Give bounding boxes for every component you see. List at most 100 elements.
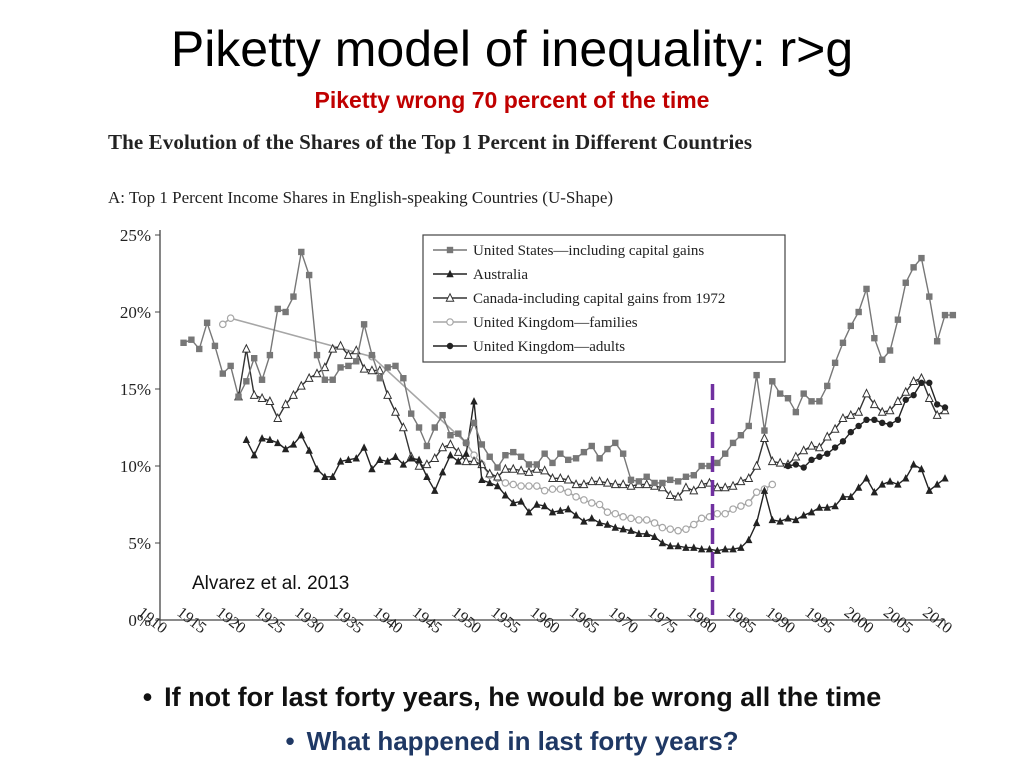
data-point: [305, 446, 313, 454]
data-point: [932, 409, 942, 419]
data-point: [352, 454, 360, 462]
data-point: [830, 423, 840, 433]
data-point: [360, 443, 368, 451]
data-point: [752, 518, 761, 527]
data-point: [674, 526, 682, 535]
data-point: [603, 520, 612, 528]
data-point: [846, 409, 856, 419]
data-point: [384, 364, 391, 371]
data-point: [532, 482, 541, 490]
data-point: [612, 439, 619, 447]
data-point: [635, 529, 643, 537]
chart-title: The Evolution of the Shares of the Top 1…: [108, 130, 753, 154]
data-point: [602, 477, 612, 487]
data-point: [430, 452, 440, 462]
data-point: [563, 474, 573, 484]
data-point: [619, 513, 627, 521]
data-point: [353, 358, 360, 365]
data-point: [673, 491, 683, 501]
data-point: [454, 457, 462, 465]
data-point: [219, 370, 226, 377]
data-point: [320, 362, 330, 372]
data-point: [249, 389, 259, 399]
data-point: [337, 364, 344, 371]
data-point: [313, 351, 321, 359]
legend-marker: [445, 292, 455, 302]
legend-marker: [446, 342, 454, 350]
data-point: [525, 508, 533, 516]
data-point: [722, 450, 729, 457]
data-point: [909, 375, 919, 385]
data-point: [517, 482, 525, 490]
data-point: [729, 505, 737, 513]
data-point: [312, 368, 322, 378]
data-point: [933, 338, 941, 345]
data-point: [855, 308, 862, 316]
data-point: [321, 376, 329, 383]
data-point: [241, 343, 251, 353]
data-point: [281, 399, 291, 409]
data-point: [462, 449, 470, 457]
data-point: [744, 473, 754, 483]
data-point: [949, 311, 957, 319]
data-point: [941, 404, 949, 411]
data-point: [555, 473, 565, 483]
data-point: [431, 486, 439, 494]
data-point: [894, 416, 902, 423]
data-point: [493, 481, 502, 490]
data-point: [321, 472, 329, 480]
data-point: [643, 473, 650, 480]
x-tick-label: 1910: [134, 604, 170, 637]
data-point: [886, 347, 894, 354]
data-point: [838, 412, 848, 422]
data-point: [525, 461, 533, 468]
data-point: [643, 529, 651, 537]
data-point: [658, 523, 667, 532]
data-point: [564, 488, 573, 496]
data-point: [682, 473, 690, 480]
data-point: [768, 515, 776, 524]
data-point: [902, 396, 909, 403]
data-point: [508, 463, 518, 473]
data-point: [211, 342, 219, 350]
data-point: [871, 416, 878, 423]
data-point: [439, 411, 446, 419]
data-point: [681, 482, 691, 492]
data-point: [745, 422, 752, 430]
data-point: [329, 472, 337, 480]
data-point: [941, 311, 949, 319]
data-point: [423, 472, 431, 480]
data-point: [878, 480, 886, 488]
data-point: [407, 454, 415, 462]
data-point: [469, 456, 479, 466]
data-point: [540, 486, 549, 495]
data-point: [831, 359, 839, 367]
x-tick-label: 1930: [291, 604, 327, 637]
data-point: [282, 308, 289, 316]
data-point: [438, 467, 447, 476]
data-point: [336, 340, 346, 350]
data-point: [250, 451, 258, 459]
data-point: [596, 455, 603, 462]
data-point: [478, 441, 486, 448]
data-point: [447, 432, 454, 439]
data-point: [863, 416, 870, 423]
data-point: [894, 316, 902, 323]
y-tick-label: 5%: [128, 534, 151, 553]
data-point: [650, 532, 659, 541]
data-point: [918, 379, 925, 387]
y-tick-label: 25%: [120, 226, 151, 245]
data-point: [924, 392, 934, 402]
data-point: [367, 365, 377, 375]
data-point: [461, 456, 471, 466]
data-point: [752, 488, 761, 496]
data-point: [548, 508, 557, 516]
data-point: [926, 293, 933, 300]
data-point: [627, 514, 635, 523]
data-point: [714, 459, 721, 467]
data-point: [808, 456, 815, 464]
data-point: [847, 322, 854, 330]
data-point: [587, 499, 596, 507]
data-point: [893, 396, 903, 406]
data-point: [847, 428, 854, 436]
